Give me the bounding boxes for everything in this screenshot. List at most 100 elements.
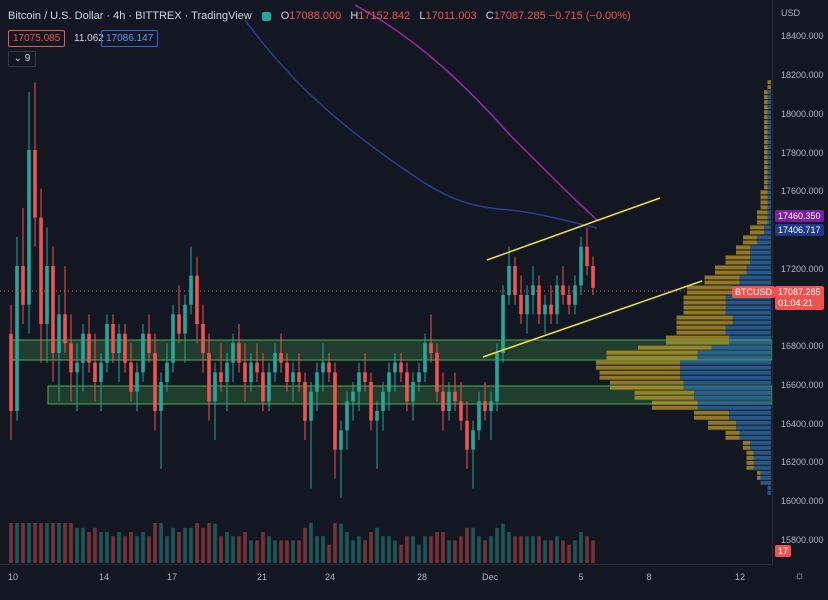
volume-profile-row (750, 255, 771, 260)
candle-body (213, 372, 217, 402)
volume-bar (171, 527, 175, 563)
volume-profile-row (680, 365, 771, 370)
volume-profile-row (708, 425, 736, 430)
settings-gear-icon[interactable]: ☼ (794, 568, 805, 582)
volume-profile-row (767, 150, 771, 155)
volume-bar (27, 523, 31, 563)
volume-bar (471, 527, 475, 563)
volume-profile-row (704, 280, 740, 285)
volume-bar (435, 532, 439, 563)
volume-profile-row (746, 455, 754, 460)
volume-bar (567, 544, 571, 563)
candle-body (477, 401, 481, 431)
volume-profile-row (757, 470, 761, 475)
candle-body (363, 372, 367, 382)
volume-bar (177, 532, 181, 563)
volume-profile-row (767, 115, 771, 120)
candle-body (225, 362, 229, 382)
volume-profile-row (767, 485, 771, 490)
volume-bar (39, 523, 43, 563)
volume-profile-row (767, 155, 771, 160)
volume-profile-row (736, 425, 771, 430)
price-label: 16200.000 (781, 457, 824, 467)
candle-body (291, 372, 295, 382)
price-label: 16000.000 (781, 496, 824, 506)
indicators-collapse-button[interactable]: ⌄ 9 (8, 51, 36, 67)
volume-bar (99, 532, 103, 563)
volume-profile-row (697, 350, 771, 355)
volume-profile-row (764, 125, 768, 130)
volume-bar (255, 540, 259, 563)
volume-profile-row (680, 360, 771, 365)
moving-average-blue (244, 19, 598, 229)
candle-body (33, 150, 37, 218)
volume-bar (507, 532, 511, 563)
candle-body (411, 382, 415, 402)
volume-bar (285, 540, 289, 563)
candle-body (405, 372, 409, 402)
candle-body (579, 246, 583, 286)
volume-bar (393, 540, 397, 563)
volume-bar (111, 536, 115, 563)
price-axis[interactable]: USD 18400.000 18200.000 18000.000 17800.… (772, 0, 828, 564)
volume-bar (357, 536, 361, 563)
volume-profile-row (683, 305, 726, 310)
volume-profile-row (596, 365, 680, 370)
volume-profile-row (694, 410, 729, 415)
volume-bar (9, 523, 13, 563)
ma-blue-tag: 17406.717 (775, 224, 824, 236)
candle-body (267, 372, 271, 402)
candle-body (75, 362, 79, 373)
volume-profile-row (683, 310, 726, 315)
volume-bar (465, 527, 469, 563)
volume-profile-row (697, 400, 771, 405)
volume-profile-row (764, 140, 768, 145)
volume-bar (279, 540, 283, 563)
volume-profile-row (739, 280, 771, 285)
candle-body (561, 285, 565, 295)
buy-price-button[interactable]: 17086.147 (101, 30, 159, 47)
candle-body (87, 333, 91, 363)
volume-profile-row (767, 85, 771, 90)
candle-body (63, 314, 67, 344)
candle-body (513, 266, 517, 295)
volume-bar (399, 544, 403, 563)
volume-bar (63, 523, 67, 563)
candle-body (435, 353, 439, 392)
price-label: 18400.000 (781, 31, 824, 41)
candle-body (501, 295, 505, 353)
volume-bar (423, 536, 427, 563)
volume-bar (327, 544, 331, 563)
candle-body (249, 362, 253, 382)
volume-profile-row (729, 340, 771, 345)
volume-profile-row (750, 245, 771, 250)
volume-bar (591, 540, 595, 563)
volume-profile-row (764, 90, 768, 95)
volume-profile-row (767, 100, 771, 105)
volume-profile-row (743, 235, 757, 240)
time-label: 5 (578, 572, 584, 582)
currency-label[interactable]: USD (781, 8, 801, 18)
volume-bar (189, 527, 193, 563)
candle-body (357, 372, 361, 392)
candle-body (423, 343, 427, 373)
candle-body (51, 266, 55, 353)
time-label: 24 (324, 572, 336, 582)
symbol-title[interactable]: Bitcoin / U.S. Dollar · 4h · BITTREX · T… (8, 10, 252, 22)
time-axis[interactable]: 10 14 17 21 24 28 Dec 5 8 12 (0, 564, 772, 600)
volume-profile-row (753, 465, 771, 470)
volume-profile-row (764, 145, 768, 150)
candle-body (153, 353, 157, 411)
candle-body (9, 333, 13, 411)
volume-profile-row (764, 170, 768, 175)
candle-body (81, 333, 85, 363)
price-chart[interactable] (0, 0, 772, 564)
sell-price-button[interactable]: 17075.085 (8, 30, 66, 47)
time-label: 17 (166, 572, 178, 582)
volume-bar (21, 523, 25, 563)
volume-bar (489, 536, 493, 563)
volume-bar (429, 536, 433, 563)
volume-bar (273, 540, 277, 563)
volume-profile-row (606, 355, 698, 360)
candle-body (177, 314, 181, 334)
